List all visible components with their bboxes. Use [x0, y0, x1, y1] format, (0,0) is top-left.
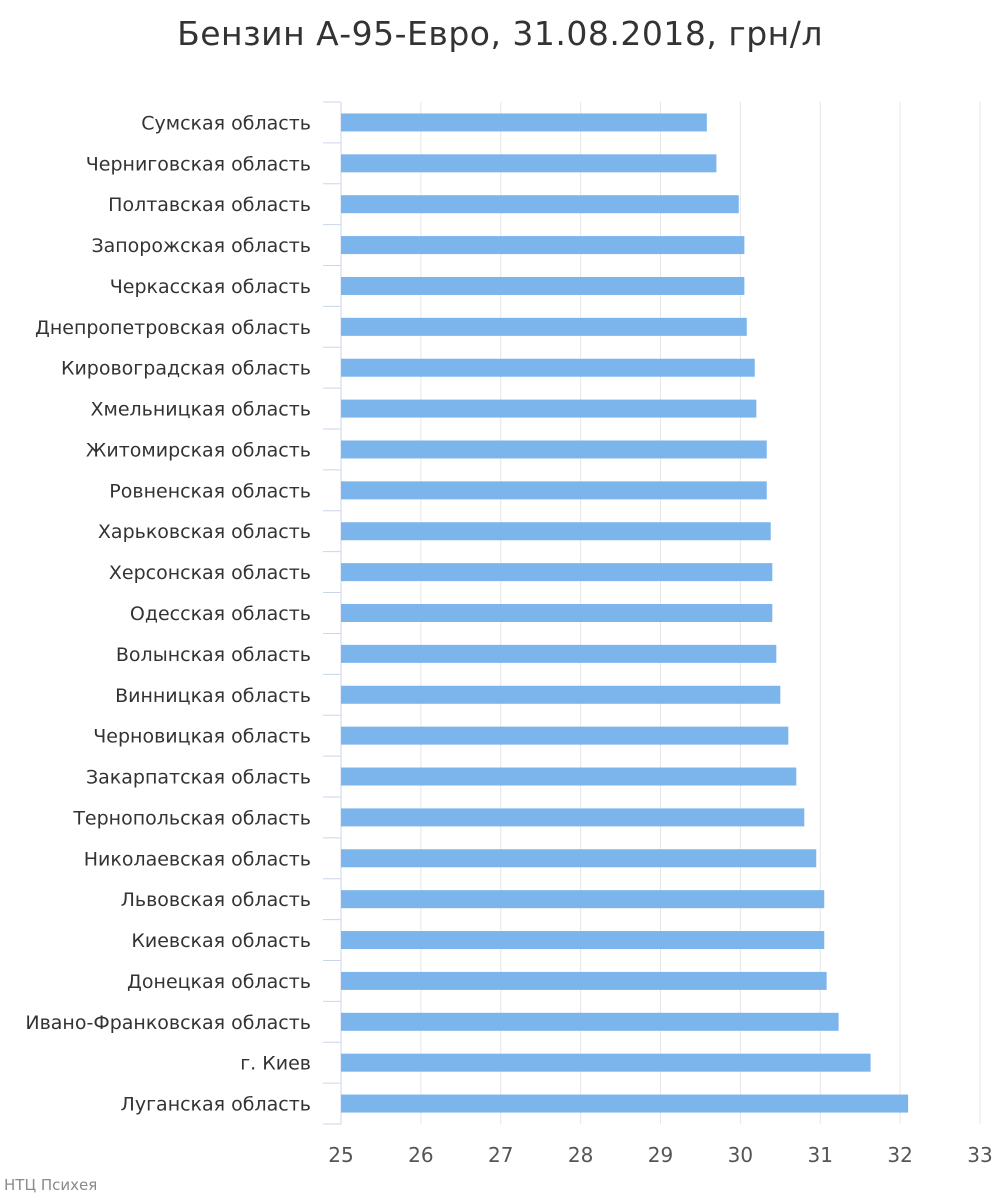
bar[interactable] [341, 767, 797, 786]
x-tick-label: 27 [488, 1143, 513, 1167]
bar[interactable] [341, 726, 789, 745]
category-label: Херсонская область [109, 562, 311, 584]
category-label: Ровненская область [109, 480, 311, 502]
bar[interactable] [341, 113, 707, 132]
bar[interactable] [341, 890, 825, 909]
bar[interactable] [341, 440, 767, 459]
category-label: Сумская область [141, 112, 311, 134]
bar[interactable] [341, 931, 825, 950]
bar-layer [341, 113, 909, 1113]
x-tick-label: 32 [887, 1143, 912, 1167]
bar[interactable] [341, 195, 739, 214]
bar[interactable] [341, 1094, 909, 1113]
category-label: Житомирская область [86, 439, 311, 461]
category-label: Одесская область [130, 603, 311, 625]
bar[interactable] [341, 604, 773, 622]
category-label: Винницкая область [115, 685, 311, 707]
bar[interactable] [341, 808, 805, 827]
bar[interactable] [341, 522, 771, 541]
x-tick-label: 30 [728, 1143, 753, 1167]
category-label: Хмельницкая область [90, 399, 311, 421]
bar[interactable] [341, 276, 745, 295]
x-tick-label: 31 [808, 1143, 833, 1167]
category-label: Черкасская область [110, 276, 311, 298]
bar[interactable] [341, 849, 817, 868]
credits-label: НТЦ Психея [4, 1176, 98, 1194]
x-tick-label: 29 [648, 1143, 673, 1167]
category-label: Киевская область [131, 930, 311, 952]
bar[interactable] [341, 1012, 839, 1031]
bar[interactable] [341, 358, 755, 377]
category-label: г. Киев [240, 1053, 311, 1075]
bar[interactable] [341, 154, 717, 173]
category-label: Донецкая область [127, 971, 311, 993]
x-tick-label: 33 [967, 1143, 992, 1167]
label-layer: Сумская область Черниговская область Полта… [25, 112, 311, 1115]
category-label: Тернопольская область [72, 807, 311, 829]
bar[interactable] [341, 481, 767, 500]
category-label: Полтавская область [108, 194, 311, 216]
bar[interactable] [341, 971, 827, 990]
category-label: Ивано-Франковская область [25, 1012, 311, 1034]
bar[interactable] [341, 685, 781, 704]
category-label: Луганская область [121, 1094, 311, 1116]
axis-layer [323, 101, 342, 1125]
x-tick-label: 25 [328, 1143, 353, 1167]
category-label: Черниговская область [86, 153, 311, 175]
category-label: Львовская область [121, 889, 311, 911]
bar[interactable] [341, 563, 773, 582]
category-label: Харьковская область [98, 521, 311, 543]
bar[interactable] [341, 644, 777, 663]
bar[interactable] [341, 399, 757, 418]
bar[interactable] [341, 317, 747, 336]
category-label: Волынская область [116, 644, 311, 666]
x-tick-label: 28 [568, 1143, 593, 1167]
category-label: Запорожская область [91, 235, 311, 257]
bar[interactable] [341, 1053, 871, 1072]
category-label: Кировоградская область [61, 358, 311, 380]
tick-layer: 25 26 27 28 29 30 31 32 33 [328, 1143, 992, 1167]
chart-title: Бензин А-95-Евро, 31.08.2018, грн/л [177, 14, 823, 53]
x-tick-label: 26 [408, 1143, 433, 1167]
bar[interactable] [341, 236, 745, 255]
category-label: Закарпатская область [86, 767, 311, 789]
category-label: Днепропетровская область [35, 317, 311, 339]
category-label: Николаевская область [84, 848, 311, 870]
category-label: Черновицкая область [93, 726, 311, 748]
